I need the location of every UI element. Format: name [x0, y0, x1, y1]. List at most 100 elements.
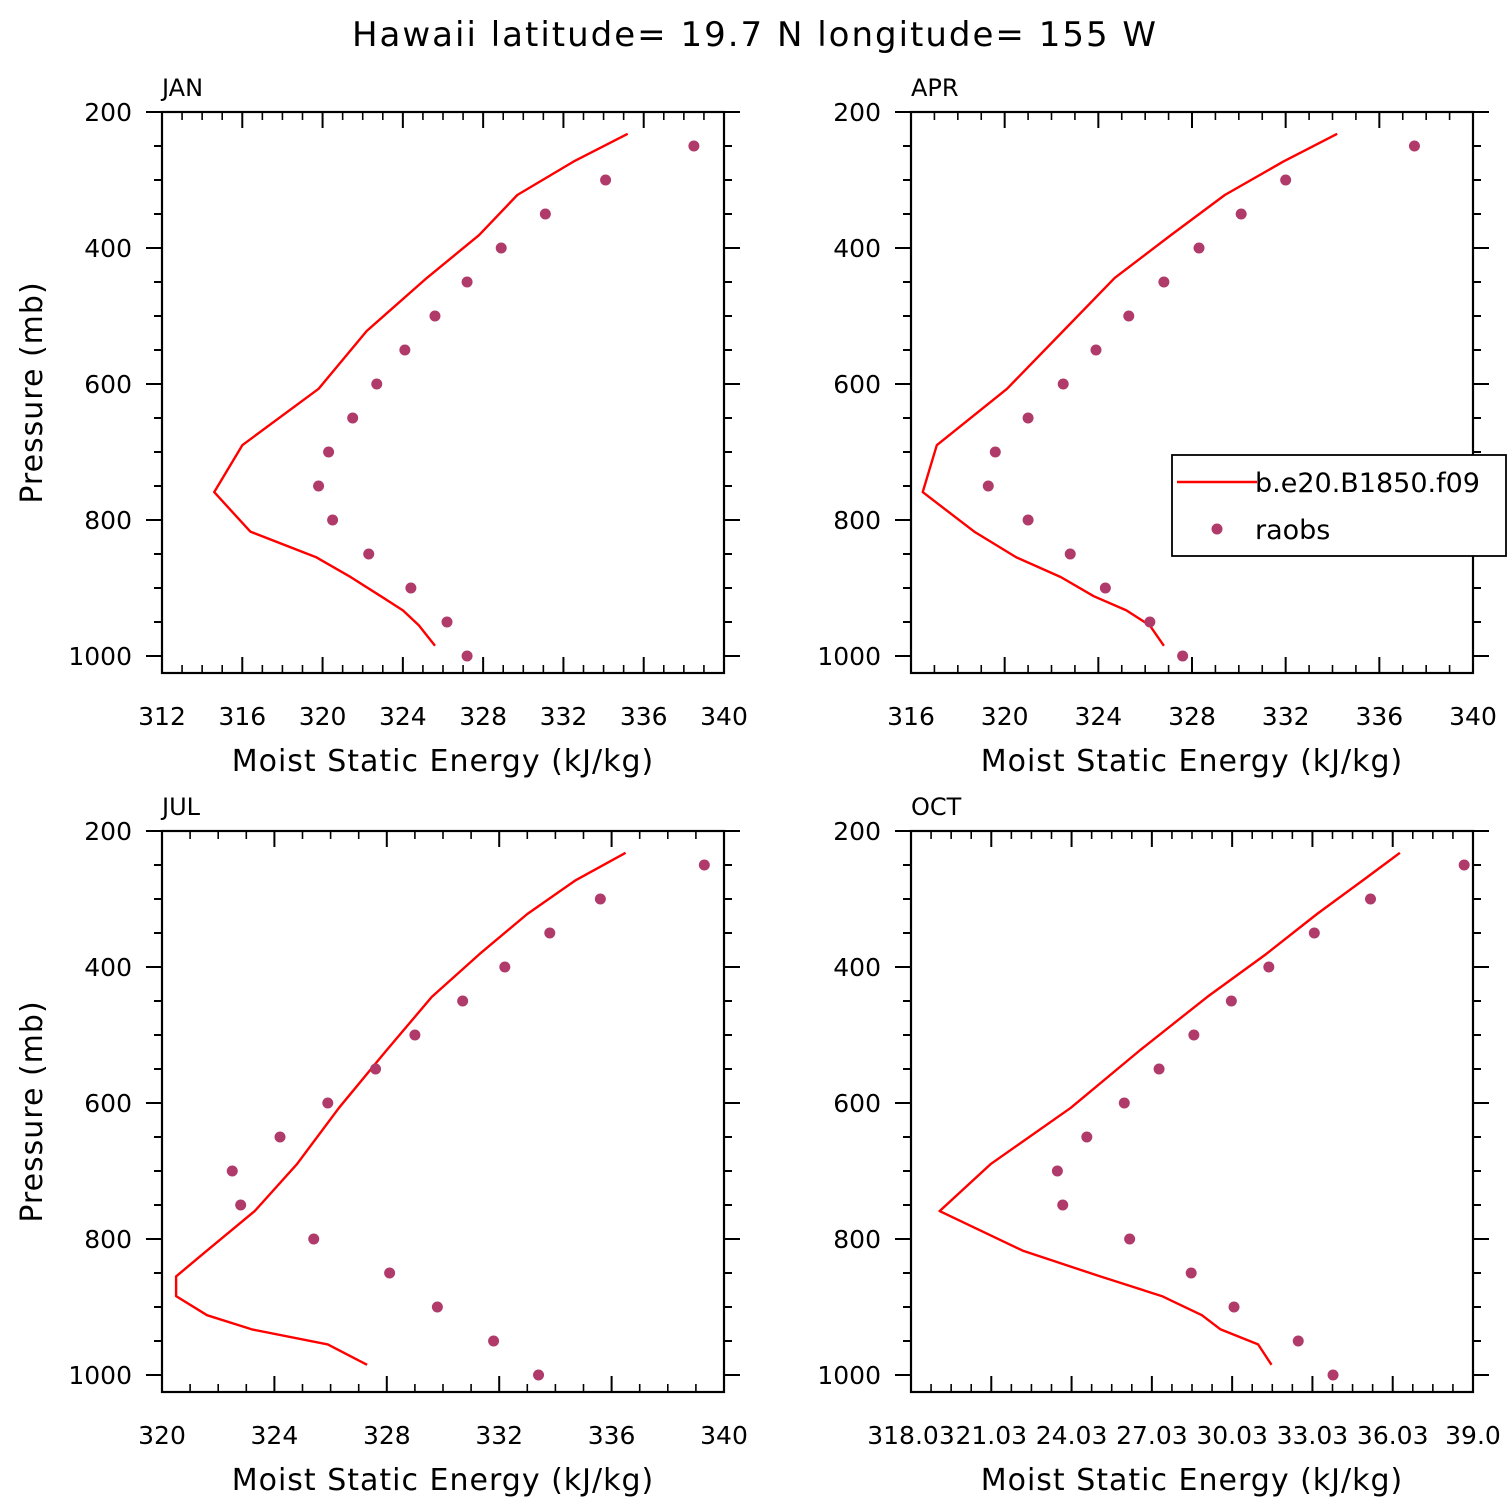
obs-point — [371, 378, 383, 390]
obs-point — [1193, 242, 1205, 254]
obs-point — [327, 514, 339, 526]
obs-point — [1081, 1131, 1093, 1143]
obs-point — [1090, 344, 1102, 356]
x-tick-label: 332 — [475, 1421, 523, 1450]
obs-point — [1153, 1063, 1165, 1075]
x-tick-label: 324 — [1074, 702, 1122, 731]
figure-title: Hawaii latitude= 19.7 N longitude= 155 W — [352, 15, 1158, 55]
x-tick-label: 336 — [620, 702, 668, 731]
x-tick-label: 21.03 — [955, 1421, 1027, 1450]
obs-point — [989, 446, 1001, 458]
y-tick-label: 600 — [84, 1089, 132, 1118]
y-tick-label: 1000 — [817, 642, 881, 671]
y-tick-label: 800 — [833, 1225, 881, 1254]
x-tick-label: 316 — [887, 702, 935, 731]
plot-frame — [160, 829, 726, 1394]
y-tick-label: 200 — [84, 817, 132, 846]
y-tick-label: 1000 — [68, 642, 132, 671]
obs-point — [1124, 1233, 1136, 1245]
x-tick-label: 332 — [540, 702, 588, 731]
chart-panel-jul: 320 324 328 332 336 340 200 400 600 800 1000 JUL Moi… — [15, 793, 748, 1498]
x-axis-label: Moist Static Energy (kJ/kg) — [981, 744, 1404, 779]
chart-panel-oct: 318.03 21.03 24.03 27.03 30.03 33.03 36.03 39.0… — [817, 793, 1500, 1498]
chart-panel-jan: 312 316 320 324 328 332 336 340 200 400 600 800 1000… — [15, 74, 748, 779]
obs-point — [235, 1199, 247, 1211]
y-tick-label: 400 — [84, 953, 132, 982]
obs-point — [1228, 1301, 1240, 1313]
x-tick-label: 328 — [363, 1421, 411, 1450]
obs-point — [1158, 276, 1170, 288]
obs-point — [363, 548, 375, 560]
x-axis-label: Moist Static Energy (kJ/kg) — [232, 1463, 655, 1498]
obs-point — [323, 446, 335, 458]
plot-frame — [160, 110, 726, 675]
obs-point — [1064, 548, 1076, 560]
x-tick-label: 316 — [218, 702, 266, 731]
obs-point — [1188, 1029, 1200, 1041]
obs-point — [1057, 1199, 1069, 1211]
panel-label: JAN — [160, 74, 203, 102]
plot-frame — [909, 110, 1475, 675]
obs-point — [533, 1369, 545, 1381]
obs-point — [461, 650, 473, 662]
y-tick-label: 600 — [833, 1089, 881, 1118]
obs-point — [1225, 995, 1237, 1007]
y-tick-label: 600 — [833, 370, 881, 399]
obs-point — [688, 140, 700, 152]
obs-point — [488, 1335, 500, 1347]
obs-point — [1308, 927, 1320, 939]
obs-point — [457, 995, 469, 1007]
obs-point — [1408, 140, 1420, 152]
x-tick-label: 328 — [1168, 702, 1216, 731]
obs-point — [1057, 378, 1069, 390]
series-line-model — [938, 851, 1401, 1366]
x-tick-label: 318.03 — [867, 1421, 954, 1450]
x-tick-label: 332 — [1262, 702, 1310, 731]
obs-point — [347, 412, 359, 424]
y-tick-label: 600 — [84, 370, 132, 399]
obs-point — [384, 1267, 396, 1279]
series-line-model — [212, 132, 629, 647]
obs-point — [1099, 582, 1111, 594]
obs-point — [1123, 310, 1135, 322]
x-tick-label: 320 — [981, 702, 1029, 731]
obs-point — [1177, 650, 1189, 662]
obs-point — [698, 859, 710, 871]
obs-point — [405, 582, 417, 594]
y-tick-label: 200 — [833, 98, 881, 127]
obs-point — [982, 480, 994, 492]
x-tick-label: 324 — [251, 1421, 299, 1450]
x-axis-label: Moist Static Energy (kJ/kg) — [981, 1463, 1404, 1498]
panel-label: APR — [911, 74, 959, 102]
obs-point — [431, 1301, 443, 1313]
legend-entry-label: raobs — [1255, 515, 1330, 546]
series-line-model — [921, 132, 1338, 647]
y-tick-label: 800 — [833, 506, 881, 535]
obs-point — [1327, 1369, 1339, 1381]
x-tick-label: 312 — [138, 702, 186, 731]
series-line-model — [174, 851, 627, 1366]
obs-point — [539, 208, 551, 220]
y-tick-label: 800 — [84, 506, 132, 535]
obs-point — [495, 242, 507, 254]
obs-point — [1022, 412, 1034, 424]
obs-point — [1235, 208, 1247, 220]
x-tick-label: 320 — [299, 702, 347, 731]
x-tick-label: 336 — [1355, 702, 1403, 731]
y-tick-label: 800 — [84, 1225, 132, 1254]
y-tick-label: 1000 — [68, 1361, 132, 1390]
panel-label: JUL — [160, 793, 201, 821]
x-tick-label: 24.03 — [1036, 1421, 1108, 1450]
obs-point — [308, 1233, 320, 1245]
legend: b.e20.B1850.f09 raobs — [1171, 454, 1507, 557]
obs-point — [1263, 961, 1275, 973]
x-tick-label: 39.0 — [1445, 1421, 1501, 1450]
obs-point — [600, 174, 612, 186]
obs-point — [274, 1131, 286, 1143]
y-tick-label: 200 — [833, 817, 881, 846]
x-tick-label: 328 — [459, 702, 507, 731]
obs-point — [409, 1029, 421, 1041]
x-tick-label: 340 — [700, 1421, 748, 1450]
x-tick-label: 320 — [138, 1421, 186, 1450]
